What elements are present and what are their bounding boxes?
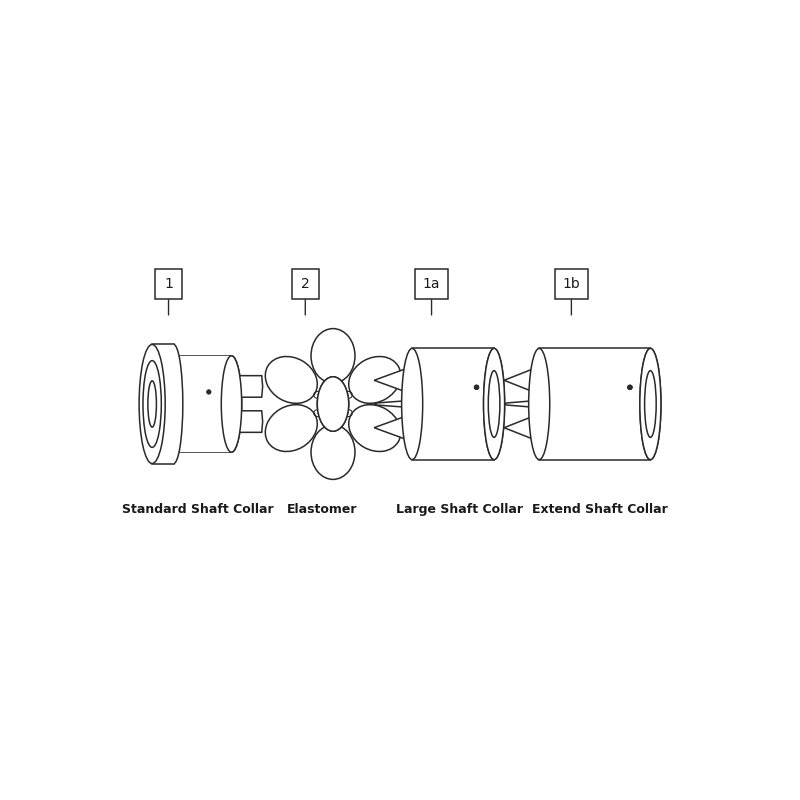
FancyBboxPatch shape xyxy=(292,269,319,298)
Polygon shape xyxy=(504,367,539,394)
Circle shape xyxy=(474,385,479,390)
Ellipse shape xyxy=(529,349,550,459)
Text: 1b: 1b xyxy=(562,277,580,291)
Polygon shape xyxy=(231,376,262,397)
Polygon shape xyxy=(169,356,231,452)
Circle shape xyxy=(627,385,632,390)
Ellipse shape xyxy=(640,349,661,459)
FancyBboxPatch shape xyxy=(155,269,182,298)
Text: Elastomer: Elastomer xyxy=(287,502,358,515)
Polygon shape xyxy=(412,349,494,459)
Ellipse shape xyxy=(266,357,318,403)
Ellipse shape xyxy=(349,405,401,451)
Text: Large Shaft Collar: Large Shaft Collar xyxy=(396,502,522,515)
Ellipse shape xyxy=(266,405,318,451)
Ellipse shape xyxy=(349,357,401,403)
Ellipse shape xyxy=(222,356,242,452)
Polygon shape xyxy=(374,367,412,394)
Circle shape xyxy=(206,390,211,394)
Ellipse shape xyxy=(483,349,505,459)
Text: 2: 2 xyxy=(301,277,310,291)
FancyBboxPatch shape xyxy=(415,269,448,298)
Text: Standard Shaft Collar: Standard Shaft Collar xyxy=(122,502,274,515)
Polygon shape xyxy=(231,411,262,432)
Polygon shape xyxy=(539,349,650,459)
Polygon shape xyxy=(374,400,412,408)
Ellipse shape xyxy=(640,349,661,459)
Ellipse shape xyxy=(148,381,157,427)
Ellipse shape xyxy=(143,361,162,447)
Polygon shape xyxy=(504,414,539,441)
Ellipse shape xyxy=(311,329,355,383)
Ellipse shape xyxy=(318,377,349,431)
Polygon shape xyxy=(504,400,539,408)
Polygon shape xyxy=(152,345,174,463)
Polygon shape xyxy=(374,414,412,441)
Ellipse shape xyxy=(139,345,165,463)
Ellipse shape xyxy=(165,345,183,463)
Ellipse shape xyxy=(318,377,349,431)
Circle shape xyxy=(627,385,632,390)
Ellipse shape xyxy=(483,349,505,459)
Text: Extend Shaft Collar: Extend Shaft Collar xyxy=(532,502,668,515)
FancyBboxPatch shape xyxy=(554,269,588,298)
Ellipse shape xyxy=(222,356,242,452)
Ellipse shape xyxy=(402,349,422,459)
Text: 1a: 1a xyxy=(423,277,440,291)
Circle shape xyxy=(474,385,479,390)
Text: 1: 1 xyxy=(164,277,173,291)
Ellipse shape xyxy=(311,425,355,479)
